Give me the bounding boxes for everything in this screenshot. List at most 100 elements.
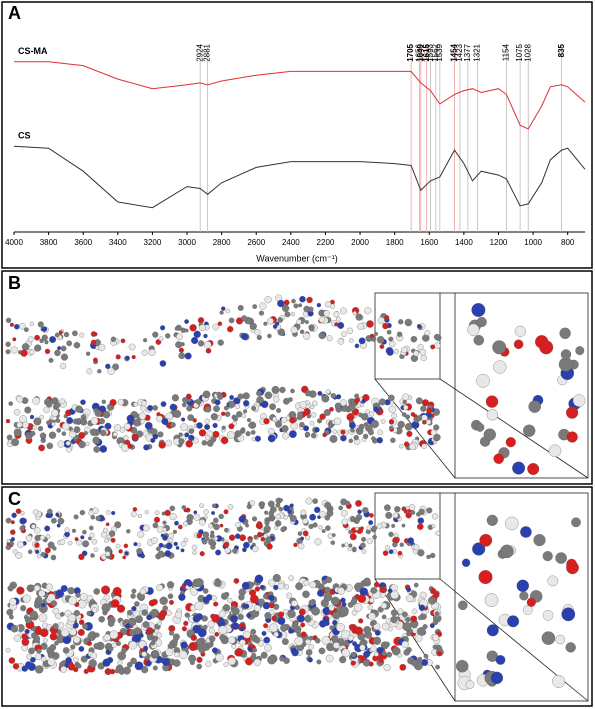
atom — [283, 299, 290, 306]
atom — [176, 333, 183, 341]
atom — [238, 594, 245, 601]
atom — [99, 445, 108, 453]
atom — [175, 546, 180, 550]
atom — [12, 549, 18, 555]
atom — [67, 613, 77, 623]
atom — [369, 513, 374, 518]
atom — [374, 629, 381, 636]
atom — [178, 593, 186, 601]
atom — [85, 351, 91, 356]
atom — [284, 584, 290, 590]
atom — [45, 583, 53, 591]
atom — [61, 422, 70, 431]
atom — [157, 550, 165, 558]
atom — [523, 424, 536, 437]
atom — [16, 421, 23, 428]
atom — [324, 301, 332, 308]
atom — [485, 395, 499, 408]
atom — [309, 581, 317, 589]
atom — [256, 390, 262, 397]
atom — [401, 640, 409, 648]
atom — [357, 509, 362, 514]
atom — [479, 533, 493, 547]
atom — [112, 363, 120, 371]
atom — [157, 620, 162, 626]
atom — [414, 634, 423, 642]
atom — [245, 431, 251, 437]
atom — [282, 638, 289, 646]
atom — [152, 331, 159, 338]
atom — [382, 550, 389, 556]
atom — [166, 581, 175, 589]
atom — [322, 617, 330, 625]
atom — [390, 615, 398, 624]
atom — [280, 624, 288, 632]
atom — [425, 419, 432, 425]
x-tick-label: 800 — [561, 238, 575, 247]
atom — [542, 551, 553, 562]
atom — [328, 423, 333, 429]
atom — [245, 657, 253, 666]
atom — [174, 611, 182, 619]
atom — [402, 399, 407, 405]
atom — [341, 509, 348, 517]
atom — [197, 340, 205, 347]
atom — [402, 393, 410, 401]
atom — [337, 587, 345, 595]
atom — [228, 534, 236, 541]
atom — [436, 650, 442, 657]
atom — [257, 598, 265, 606]
atom — [167, 593, 174, 599]
atom — [433, 433, 441, 441]
atom — [336, 316, 341, 322]
atom — [388, 531, 394, 538]
atom — [371, 525, 378, 531]
atom — [361, 536, 367, 542]
atom — [60, 353, 69, 361]
atom — [398, 319, 404, 325]
atom — [126, 661, 133, 668]
atom — [455, 659, 469, 673]
atom — [213, 601, 219, 607]
atom — [49, 336, 57, 343]
atom — [405, 616, 411, 623]
atom — [381, 622, 390, 631]
atom — [185, 393, 192, 400]
atom — [78, 646, 85, 652]
atom — [385, 511, 393, 519]
atom — [48, 357, 54, 363]
atom — [30, 524, 36, 529]
atom — [242, 547, 247, 553]
atom — [325, 525, 331, 531]
atom — [303, 425, 310, 432]
atom — [147, 405, 154, 411]
atom — [252, 304, 258, 309]
atom — [296, 631, 302, 637]
atom — [505, 437, 516, 448]
atom — [161, 417, 169, 425]
atom — [269, 602, 275, 609]
atom — [308, 644, 314, 650]
molecule-renderings — [5, 294, 586, 691]
atom — [239, 626, 245, 632]
atom — [376, 336, 385, 344]
atom — [340, 606, 349, 616]
atom — [123, 423, 131, 430]
atom — [512, 461, 526, 475]
atom — [317, 390, 323, 396]
atom — [170, 422, 176, 428]
atom — [367, 605, 373, 610]
atom — [242, 392, 250, 400]
atom — [299, 421, 305, 428]
atom — [267, 434, 276, 443]
atom — [333, 311, 340, 318]
atom — [332, 642, 340, 649]
atom — [160, 533, 165, 538]
atom — [388, 549, 394, 555]
atom — [80, 418, 88, 426]
atom — [217, 321, 223, 326]
peak-label: 1075 — [515, 43, 524, 61]
atom — [5, 418, 11, 424]
atom — [38, 444, 45, 452]
atom — [196, 613, 203, 621]
